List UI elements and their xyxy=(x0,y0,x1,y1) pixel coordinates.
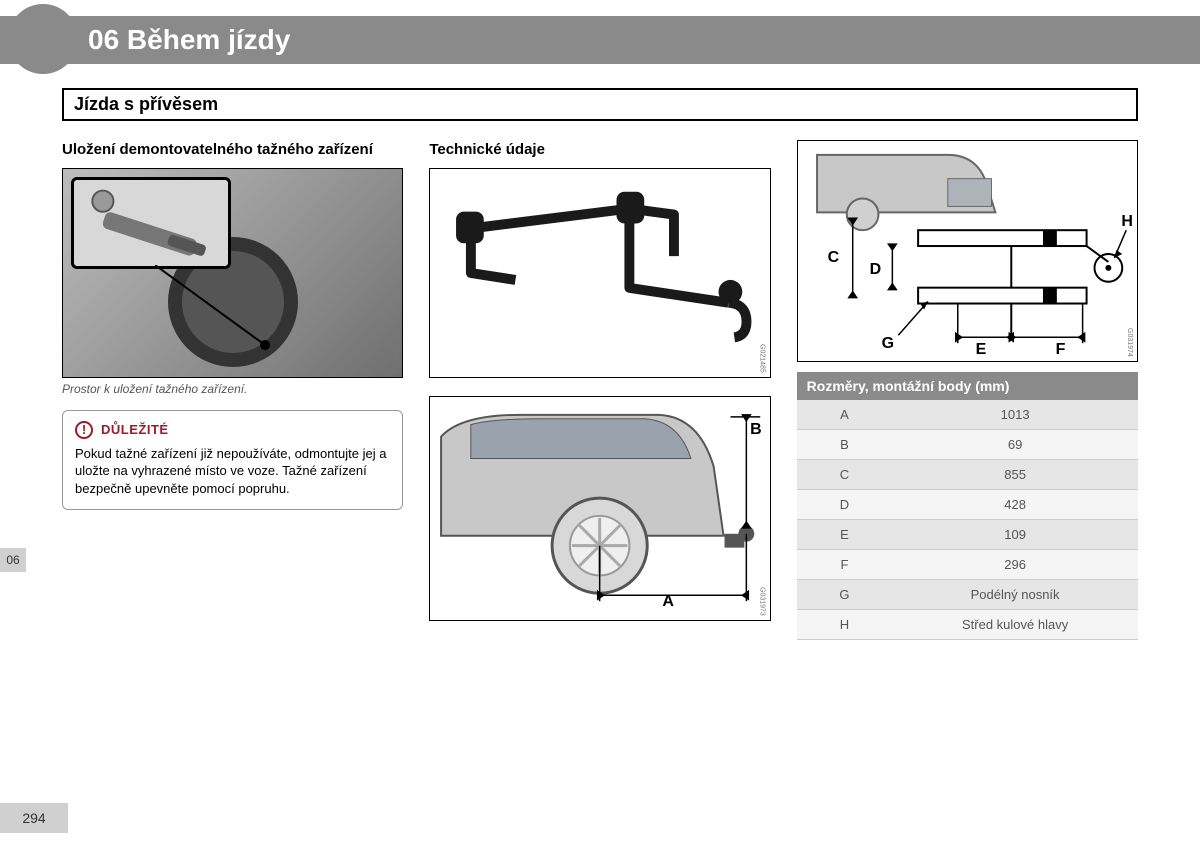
table-row: HStřed kulové hlavy xyxy=(797,610,1138,640)
figure-mounting-diagram: C D E F G H G031974 xyxy=(797,140,1138,362)
table-row: A1013 xyxy=(797,400,1138,430)
table-row: E109 xyxy=(797,520,1138,550)
dim-label-C: C xyxy=(828,249,840,267)
table-row: GPodélný nosník xyxy=(797,580,1138,610)
content-columns: Uložení demontovatelného tažného zařízen… xyxy=(62,140,1138,787)
figure-car-side: A B G031973 xyxy=(429,396,770,621)
important-text: Pokud tažné zařízení již nepoužíváte, od… xyxy=(75,445,390,498)
important-label: DŮLEŽITÉ xyxy=(101,421,169,439)
dim-label-D: D xyxy=(870,261,882,279)
figure-ref: G031973 xyxy=(759,587,766,616)
figure-storage: G031713 xyxy=(62,168,403,378)
dim-label-G: G xyxy=(882,335,894,353)
dim-label-E: E xyxy=(976,341,987,359)
dim-label-F: F xyxy=(1056,341,1066,359)
dim-label-B: B xyxy=(750,421,762,439)
important-note: ! DŮLEŽITÉ Pokud tažné zařízení již nepo… xyxy=(62,410,403,511)
column-dimensions: C D E F G H G031974 Rozměry, montážní bo… xyxy=(797,140,1138,787)
table-row: C855 xyxy=(797,460,1138,490)
page-number: 294 xyxy=(0,803,68,833)
column-technical: Technické údaje G021485 xyxy=(429,140,770,787)
table-row: D428 xyxy=(797,490,1138,520)
dim-label-H: H xyxy=(1121,213,1133,231)
section-title: Jízda s přívěsem xyxy=(62,88,1138,121)
chapter-header: 06 Během jízdy xyxy=(0,16,1200,64)
col1-heading: Uložení demontovatelného tažného zařízen… xyxy=(62,140,403,160)
side-chapter-tab: 06 xyxy=(0,548,26,572)
table-row: F296 xyxy=(797,550,1138,580)
figure-towbar: G021485 xyxy=(429,168,770,378)
figure-caption: Prostor k uložení tažného zařízení. xyxy=(62,382,403,396)
figure-ref: G031974 xyxy=(1126,328,1133,357)
figure-ref: G021485 xyxy=(759,344,766,373)
column-storage: Uložení demontovatelného tažného zařízen… xyxy=(62,140,403,787)
important-icon: ! xyxy=(75,421,93,439)
figure-ref: G031713 xyxy=(391,344,398,373)
dimensions-table: Rozměry, montážní body (mm) A1013 B69 C8… xyxy=(797,372,1138,640)
table-row: B69 xyxy=(797,430,1138,460)
col2-heading: Technické údaje xyxy=(429,140,770,160)
dim-label-A: A xyxy=(662,593,674,611)
table-header: Rozměry, montážní body (mm) xyxy=(797,372,1138,400)
chapter-title: 06 Během jízdy xyxy=(88,24,290,56)
